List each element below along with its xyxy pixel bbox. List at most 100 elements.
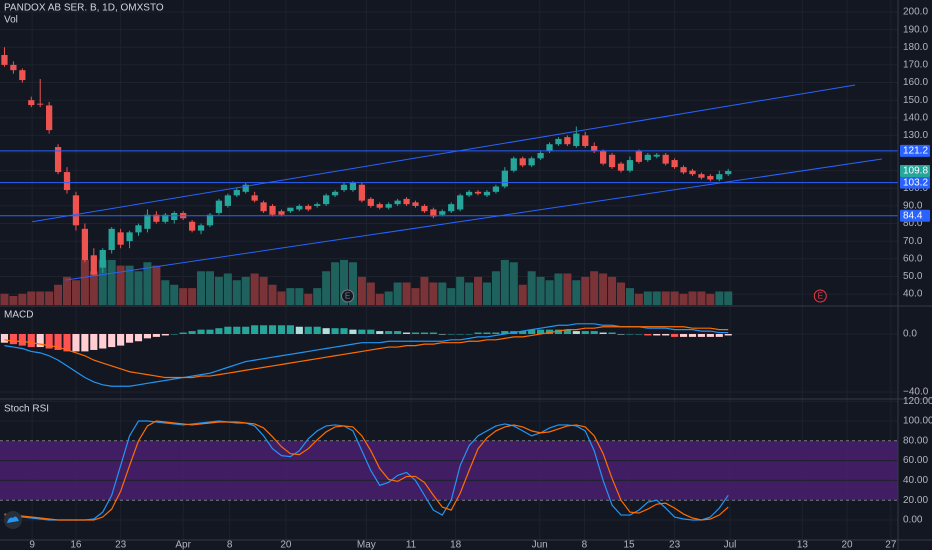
stoch-title: Stoch RSI	[4, 404, 49, 415]
volume-bar	[134, 271, 143, 305]
macd-histogram-bar	[492, 332, 500, 334]
macd-histogram-bar	[581, 331, 589, 334]
candle-body	[403, 198, 410, 205]
macd-histogram-bar	[170, 333, 178, 335]
x-tick-label: 20	[280, 540, 292, 550]
candle-body	[608, 154, 616, 168]
volume-bar	[62, 276, 72, 305]
macd-histogram-bar	[242, 326, 250, 334]
macd-histogram-bar	[268, 325, 277, 334]
candle-body	[54, 147, 62, 173]
macd-histogram-bar	[385, 331, 393, 334]
macd-histogram-bar	[563, 329, 571, 334]
y-tick-label: 0.0	[903, 329, 917, 340]
candle-body	[457, 195, 464, 210]
macd-line	[4, 326, 729, 379]
volume-bar	[179, 288, 188, 305]
volume-bar	[295, 288, 304, 305]
macd-histogram-bar	[411, 332, 420, 334]
price-label: 84.4	[903, 210, 923, 221]
event-marker	[813, 289, 827, 303]
macd-histogram-bar	[72, 333, 80, 352]
macd-histogram-bar	[358, 329, 366, 334]
candle-body	[206, 214, 214, 226]
y-tick-label: 140.0	[903, 112, 928, 123]
volume-bar	[286, 288, 295, 305]
volume-bar	[214, 276, 223, 305]
volume-bar	[348, 262, 357, 305]
price-label-box	[900, 144, 930, 157]
volume-bar	[608, 276, 617, 305]
candle-body	[671, 160, 678, 168]
macd-histogram-bar	[376, 331, 384, 334]
x-tick-label: 16	[70, 540, 82, 550]
macd-histogram-bar	[706, 333, 714, 337]
candle-body	[394, 200, 401, 205]
candle-body	[108, 228, 115, 250]
macd-histogram-bar	[724, 333, 732, 336]
volume-bar	[250, 273, 259, 305]
stoch-line	[4, 420, 729, 521]
y-tick-label: 120.00	[903, 396, 932, 407]
volume-bar	[205, 271, 215, 305]
x-tick-label: 20	[842, 540, 854, 550]
x-tick-label: 9	[29, 540, 35, 550]
volume-bar	[116, 265, 125, 305]
candle-body	[1, 55, 8, 65]
volume-bar	[89, 271, 98, 305]
y-tick-label: 40.00	[903, 475, 928, 486]
macd-histogram-bar	[626, 333, 634, 335]
candle-body	[582, 135, 589, 146]
y-tick-label: 130.0	[903, 130, 928, 141]
volume-bar	[590, 271, 599, 305]
volume-bar	[625, 288, 634, 305]
candle-body	[510, 158, 517, 171]
candle-body	[233, 190, 240, 196]
candle-body	[72, 195, 80, 226]
volume-bar	[563, 273, 572, 305]
volume-bar	[259, 276, 268, 305]
macd-histogram-bar	[635, 333, 643, 335]
macd-histogram-bar	[599, 332, 607, 334]
macd-histogram-bar	[18, 333, 26, 346]
volume-bar	[536, 276, 545, 305]
volume-bar	[491, 271, 500, 305]
candle-body	[144, 214, 151, 229]
volume-bar	[634, 293, 643, 305]
event-label: E	[345, 292, 350, 301]
volume-bar	[277, 291, 286, 305]
price-axis	[898, 0, 932, 550]
x-tick-label: 15	[623, 540, 635, 550]
candle-body	[716, 174, 723, 180]
macd-histogram-bar	[715, 333, 723, 337]
candle-body	[555, 138, 562, 145]
candle-body	[349, 183, 357, 191]
volume-bar	[411, 288, 420, 305]
candle-body	[153, 214, 160, 222]
volume-bar	[18, 293, 27, 305]
macd-histogram-bar	[179, 332, 187, 334]
macd-histogram-bar	[474, 332, 482, 334]
volume-bar	[545, 280, 554, 305]
candle-body	[439, 211, 446, 215]
volume-bar	[152, 265, 161, 305]
candle-body	[99, 249, 106, 268]
volume-bar	[402, 282, 411, 305]
volume-bar	[125, 265, 134, 305]
event-label: E	[818, 292, 823, 301]
macd-histogram-bar	[688, 333, 697, 337]
y-tick-label: 20.00	[903, 495, 928, 506]
volume-bar	[474, 276, 483, 305]
macd-histogram-bar	[54, 333, 62, 350]
candle-body	[314, 204, 321, 206]
macd-histogram-bar	[0, 333, 9, 343]
volume-bar	[268, 284, 277, 305]
macd-histogram-bar	[554, 329, 563, 334]
x-tick-label: Jul	[724, 540, 737, 550]
volume-bar	[197, 271, 206, 305]
candle-body	[617, 163, 625, 171]
volume-bar	[393, 282, 402, 305]
macd-histogram-bar	[447, 333, 455, 335]
volume-bar	[527, 271, 536, 305]
trend-line	[32, 84, 856, 223]
